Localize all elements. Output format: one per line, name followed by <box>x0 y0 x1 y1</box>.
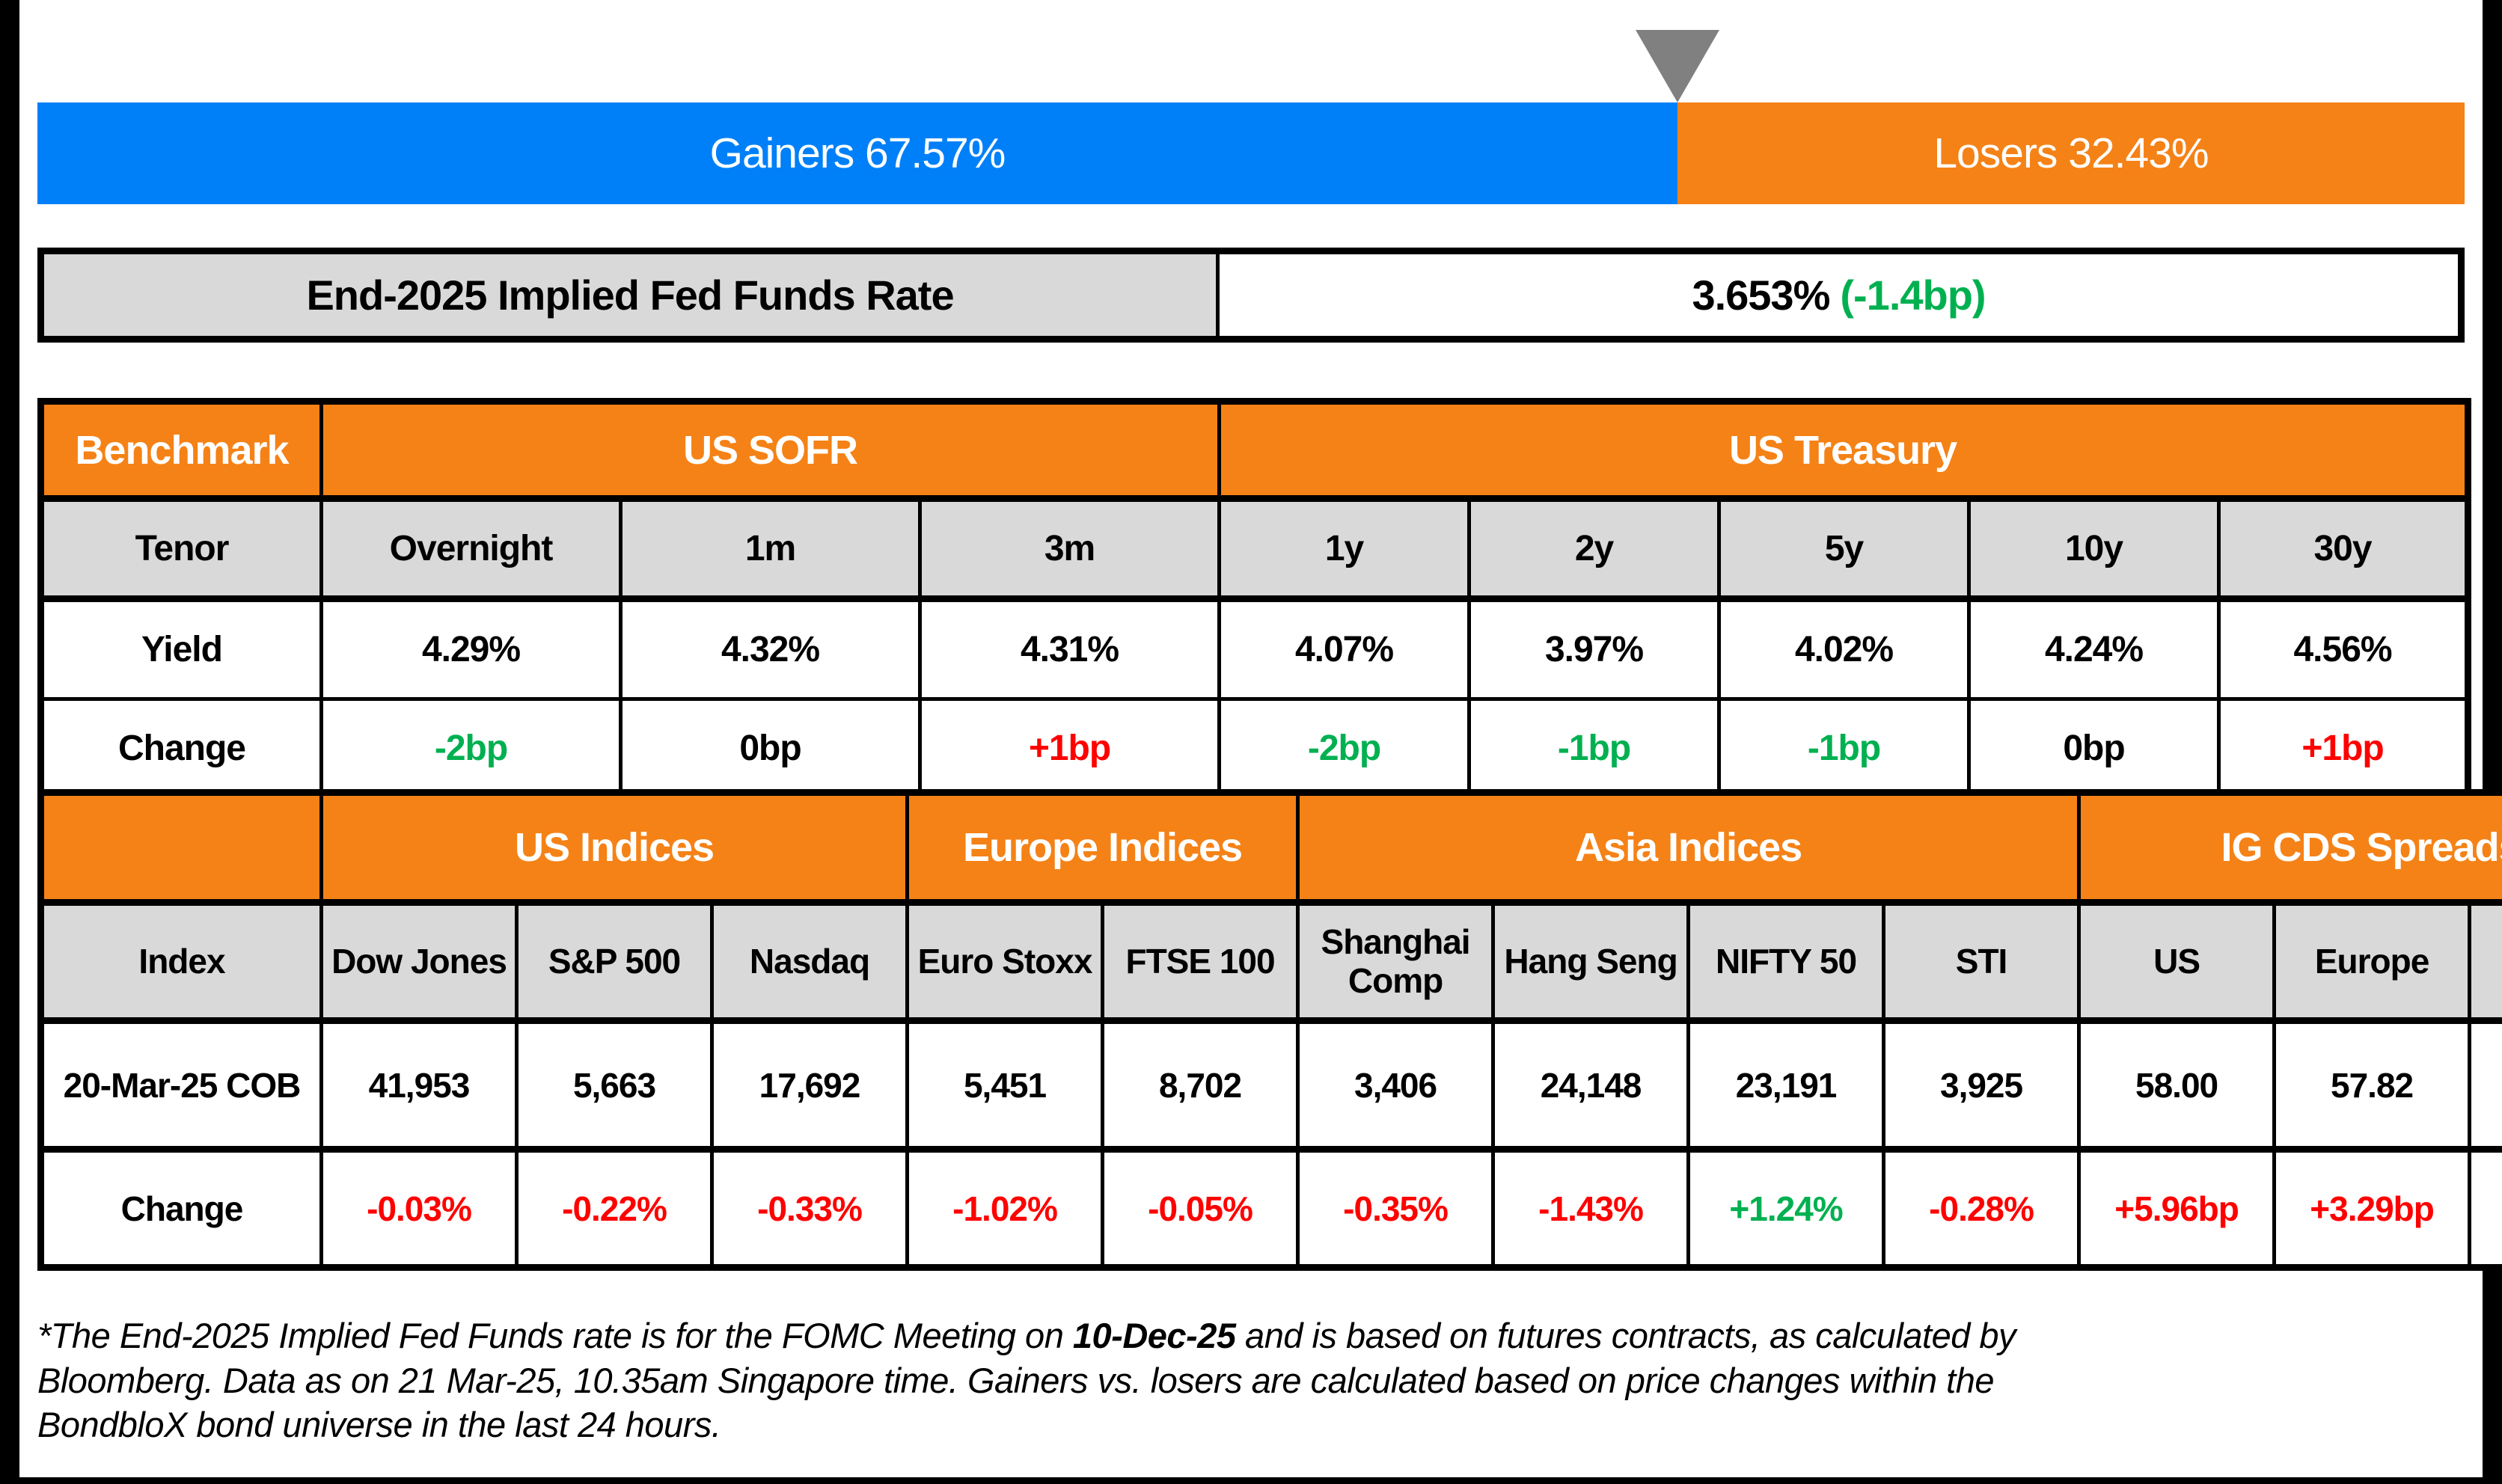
index-change: -0.28% <box>1882 1146 2082 1269</box>
footnote-line-3: BondbloX bond universe in the last 24 ho… <box>37 1405 721 1445</box>
change-value: 0bp <box>1967 697 2221 801</box>
footnote-bold-date: 10-Dec-25 <box>1072 1316 1236 1355</box>
index-value: 8,702 <box>1101 1017 1300 1151</box>
fed-funds-label: End-2025 Implied Fed Funds Rate <box>306 272 954 319</box>
yield-value: 4.31% <box>917 595 1222 701</box>
yield-row-label: Yield <box>39 595 323 701</box>
index-change: -1.02% <box>905 1146 1105 1269</box>
footnote-text: and is based on futures contracts, as ca… <box>1235 1316 2016 1355</box>
gainers-bar-segment: Gainers 67.57% <box>37 102 1677 204</box>
change-value: +1bp <box>2217 697 2471 801</box>
index-name-cell: Dow Jones <box>319 899 519 1022</box>
indices-corner-header <box>39 791 323 904</box>
tenor-cell: 10y <box>1967 495 2221 601</box>
index-value: 23,191 <box>1686 1017 1886 1151</box>
tenor-cell: 1y <box>1217 495 1472 601</box>
index-value: 77.37 <box>2468 1017 2502 1151</box>
index-name-cell: S&P 500 <box>515 899 714 1022</box>
index-name-cell: Nasdaq <box>709 899 910 1022</box>
losers-label: Losers 32.43% <box>1933 129 2209 177</box>
footnote-line-1: *The End-2025 Implied Fed Funds rate is … <box>37 1313 2465 1358</box>
index-name-cell: US <box>2077 899 2277 1022</box>
change-value: -1bp <box>1717 697 1972 801</box>
index-value: 3,925 <box>1882 1017 2082 1151</box>
frame-left-edge <box>0 0 19 1484</box>
index-name-cell: Hang Seng <box>1491 899 1691 1022</box>
indices-table: US Indices Europe Indices Asia Indices I… <box>37 789 2502 1271</box>
change-row-label: Change <box>39 1146 323 1269</box>
group-header-us-treasury: US Treasury <box>1217 399 2471 500</box>
yield-value: 4.56% <box>2217 595 2471 701</box>
tenor-cell: 30y <box>2217 495 2471 601</box>
index-name-cell: STI <box>1882 899 2082 1022</box>
index-change: +5.96bp <box>2077 1146 2277 1269</box>
change-value: -2bp <box>1217 697 1472 801</box>
index-value: 5,451 <box>905 1017 1105 1151</box>
tenor-cell: 2y <box>1467 495 1722 601</box>
index-change: -1.43% <box>1491 1146 1691 1269</box>
index-value: 5,663 <box>515 1017 714 1151</box>
index-name-cell: Asia ex-Japan <box>2468 899 2502 1022</box>
losers-bar-segment: Losers 32.43% <box>1677 102 2465 204</box>
index-change: -0.03% <box>319 1146 519 1269</box>
yield-value: 4.29% <box>319 595 623 701</box>
frame-bottom-edge <box>0 1477 2502 1484</box>
index-change: -0.05% <box>1101 1146 1300 1269</box>
tenor-row-label: Tenor <box>39 495 323 601</box>
yield-value: 4.24% <box>1967 595 2221 701</box>
index-value: 58.00 <box>2077 1017 2277 1151</box>
group-header-europe-indices: Europe Indices <box>905 791 1300 904</box>
down-triangle-marker-icon <box>1636 30 1719 102</box>
change-value: +1bp <box>917 697 1222 801</box>
tenor-cell: Overnight <box>319 495 623 601</box>
index-change: -0.35% <box>1296 1146 1496 1269</box>
fed-funds-value-cell: 3.653% (-1.4bp) <box>1220 254 2458 336</box>
index-value: 3,406 <box>1296 1017 1496 1151</box>
change-value: 0bp <box>619 697 922 801</box>
index-change: -0.22% <box>515 1146 714 1269</box>
index-row-label: Index <box>39 899 323 1022</box>
yield-value: 4.07% <box>1217 595 1472 701</box>
benchmark-corner-header: Benchmark <box>39 399 323 500</box>
tenor-cell: 1m <box>619 495 922 601</box>
change-value: -2bp <box>319 697 623 801</box>
index-change: +5.63bp <box>2468 1146 2502 1269</box>
index-change: -0.33% <box>709 1146 910 1269</box>
tenor-cell: 5y <box>1717 495 1972 601</box>
index-value: 24,148 <box>1491 1017 1691 1151</box>
footnote-text: *The End-2025 Implied Fed Funds rate is … <box>37 1316 1073 1355</box>
date-row-label: 20-Mar-25 COB <box>39 1017 323 1151</box>
yield-value: 3.97% <box>1467 595 1722 701</box>
gainers-losers-bar: Gainers 67.57% Losers 32.43% <box>37 102 2465 204</box>
fed-funds-value: 3.653% <box>1692 272 1830 319</box>
change-value: -1bp <box>1467 697 1722 801</box>
yield-value: 4.32% <box>619 595 922 701</box>
group-header-ig-cds-spreads: IG CDS Spreads <box>2077 791 2502 904</box>
footnote-line-2: Bloomberg. Data as on 21 Mar-25, 10.35am… <box>37 1360 1995 1400</box>
index-name-cell: Europe <box>2272 899 2472 1022</box>
fed-funds-change: (-1.4bp) <box>1840 272 1986 319</box>
index-value: 57.82 <box>2272 1017 2472 1151</box>
yield-value: 4.02% <box>1717 595 1972 701</box>
tenor-cell: 3m <box>917 495 1222 601</box>
index-value: 41,953 <box>319 1017 519 1151</box>
fed-funds-label-cell: End-2025 Implied Fed Funds Rate <box>44 254 1220 336</box>
group-header-us-indices: US Indices <box>319 791 910 904</box>
group-header-us-sofr: US SOFR <box>319 399 1222 500</box>
index-name-cell: NIFTY 50 <box>1686 899 1886 1022</box>
benchmark-table: Benchmark US SOFR US Treasury Tenor Over… <box>37 398 2472 803</box>
fed-funds-row: End-2025 Implied Fed Funds Rate 3.653% (… <box>37 248 2465 343</box>
index-name-cell: Euro Stoxx <box>905 899 1105 1022</box>
group-header-asia-indices: Asia Indices <box>1296 791 2082 904</box>
gainers-label: Gainers 67.57% <box>709 129 1006 177</box>
footnote: *The End-2025 Implied Fed Funds rate is … <box>37 1313 2465 1447</box>
index-change: +1.24% <box>1686 1146 1886 1269</box>
index-value: 17,692 <box>709 1017 910 1151</box>
index-name-cell: FTSE 100 <box>1101 899 1300 1022</box>
change-row-label: Change <box>39 697 323 801</box>
index-name-cell: Shanghai Comp <box>1296 899 1496 1022</box>
index-change: +3.29bp <box>2272 1146 2472 1269</box>
